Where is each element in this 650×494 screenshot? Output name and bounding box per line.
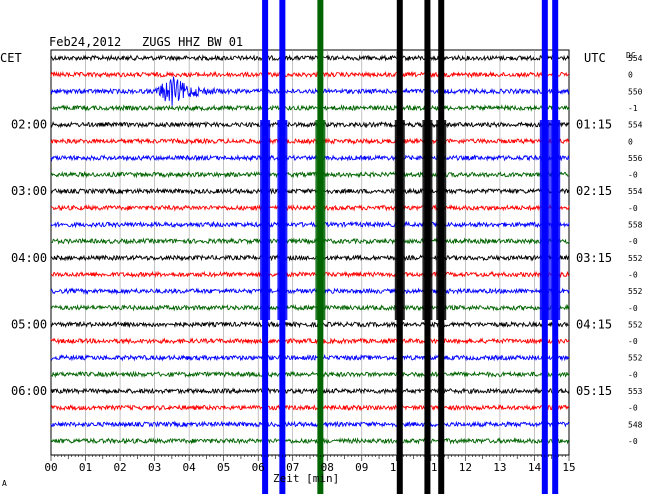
vertical-burst-core — [277, 120, 288, 320]
x-tick-label: 00 — [44, 461, 57, 474]
x-tick-label: 11 — [424, 461, 437, 474]
seismogram-trace-row — [50, 153, 570, 162]
x-tick-label: 01 — [79, 461, 92, 474]
seismogram-trace-row — [50, 104, 570, 112]
right-time-label: 04:15 — [576, 317, 612, 331]
left-time-label: 03:00 — [11, 184, 47, 198]
dc-value: 554 — [628, 187, 643, 196]
seismogram-trace-row — [50, 320, 570, 329]
dc-value: 0 — [628, 137, 633, 146]
seismogram-trace-row — [50, 54, 570, 62]
dc-value: -0 — [628, 404, 638, 413]
left-timezone: CET — [0, 51, 22, 65]
dc-value: 552 — [628, 287, 643, 296]
dc-value: -0 — [628, 304, 638, 313]
seismogram-trace-row — [50, 121, 570, 129]
dc-value: -1 — [628, 104, 638, 113]
vertical-burst-core — [260, 120, 271, 320]
right-time-label: 01:15 — [576, 118, 612, 132]
left-time-labels: 02:00 03:00 04:00 05:00 06:00 — [11, 118, 47, 398]
dc-value: 550 — [628, 87, 643, 96]
x-axis-ticks: 00 01 02 03 04 05 06 07 08 09 10 11 12 13 14 15 — [44, 455, 576, 474]
plot-frame — [50, 49, 570, 456]
vertical-burst-core — [394, 120, 405, 320]
left-time-label: 06:00 — [11, 384, 47, 398]
vertical-burst-core — [539, 120, 550, 320]
x-tick-label: 08 — [321, 461, 334, 474]
left-time-label: 04:00 — [11, 251, 47, 265]
right-time-labels: 01:15 02:15 03:15 04:15 05:15 — [576, 118, 612, 398]
right-time-label: 03:15 — [576, 251, 612, 265]
dc-value: -0 — [628, 337, 638, 346]
vertical-burst-core — [422, 120, 433, 320]
x-tick-label: 06 — [252, 461, 265, 474]
dc-value: 552 — [628, 254, 643, 263]
dc-value: -0 — [628, 437, 638, 446]
x-tick-label: 04 — [183, 461, 197, 474]
x-tick-label: 02 — [113, 461, 126, 474]
dc-value: -0 — [628, 370, 638, 379]
x-tick-label: 12 — [459, 461, 472, 474]
left-time-label: 05:00 — [11, 317, 47, 331]
vertical-burst-core — [315, 120, 326, 320]
seismogram-traces — [50, 54, 570, 445]
left-time-label: 02:00 — [11, 118, 47, 132]
dc-value: 554 — [628, 121, 643, 130]
seismogram-trace-row — [50, 354, 569, 362]
dc-value: 556 — [628, 154, 643, 163]
time-grid — [50, 49, 570, 456]
seismogram-trace-row — [50, 420, 570, 429]
x-axis-label: Zeit [min] — [273, 472, 339, 485]
dc-value: -0 — [628, 171, 638, 180]
dc-value: 552 — [628, 320, 643, 329]
vertical-burst-core — [436, 120, 447, 320]
seismogram-trace-row — [50, 220, 570, 229]
seismogram-trace-row — [50, 370, 570, 379]
dc-value: -0 — [628, 204, 638, 213]
seismogram-trace-row — [50, 437, 569, 445]
seismogram-trace-row — [50, 170, 570, 179]
seismogram-trace-row — [50, 237, 570, 246]
vertical-burst-core — [550, 120, 561, 320]
chart-station: ZUGS HHZ BW 01 — [142, 35, 243, 49]
seismogram-trace-row — [50, 203, 570, 212]
footer-mark: A — [2, 479, 7, 488]
dc-values: 554 0 550 -1 554 0 556 -0 554 -0 558 -0 552 -0 552 -0 55… — [628, 54, 643, 446]
x-tick-label: 07 — [286, 461, 299, 474]
seismogram-trace-row — [50, 70, 570, 79]
seismogram-trace-row — [50, 303, 570, 312]
right-timezone: UTC — [584, 51, 606, 65]
seismogram-trace-row — [50, 337, 570, 345]
seismogram-trace-row — [50, 254, 570, 262]
x-tick-label: 15 — [562, 461, 575, 474]
dc-value: 553 — [628, 387, 643, 396]
dc-value: 552 — [628, 354, 643, 363]
vertical-bursts — [260, 0, 561, 494]
dc-value: 558 — [628, 221, 643, 230]
right-time-label: 02:15 — [576, 184, 612, 198]
seismogram-trace-row — [50, 387, 570, 395]
right-time-label: 05:15 — [576, 384, 612, 398]
dc-value: -0 — [628, 237, 638, 246]
x-tick-label: 13 — [493, 461, 506, 474]
chart-date: Feb24,2012 — [49, 35, 121, 49]
dc-value: 548 — [628, 420, 643, 429]
seismogram-trace-row — [50, 270, 570, 279]
dc-value: 554 — [628, 54, 643, 63]
x-tick-label: 09 — [355, 461, 368, 474]
seismogram-trace-row — [50, 187, 570, 196]
x-tick-label: 14 — [528, 461, 542, 474]
x-tick-label: 10 — [390, 461, 403, 474]
dc-label: DC — [626, 51, 636, 60]
dc-value: 0 — [628, 71, 633, 80]
x-tick-label: 03 — [148, 461, 161, 474]
seismogram-trace-row — [50, 137, 570, 146]
x-tick-label: 05 — [217, 461, 230, 474]
seismogram-trace-row — [50, 403, 570, 412]
seismogram-trace-row — [50, 287, 570, 296]
dc-value: -0 — [628, 270, 638, 279]
seismogram-trace-row — [50, 76, 570, 106]
